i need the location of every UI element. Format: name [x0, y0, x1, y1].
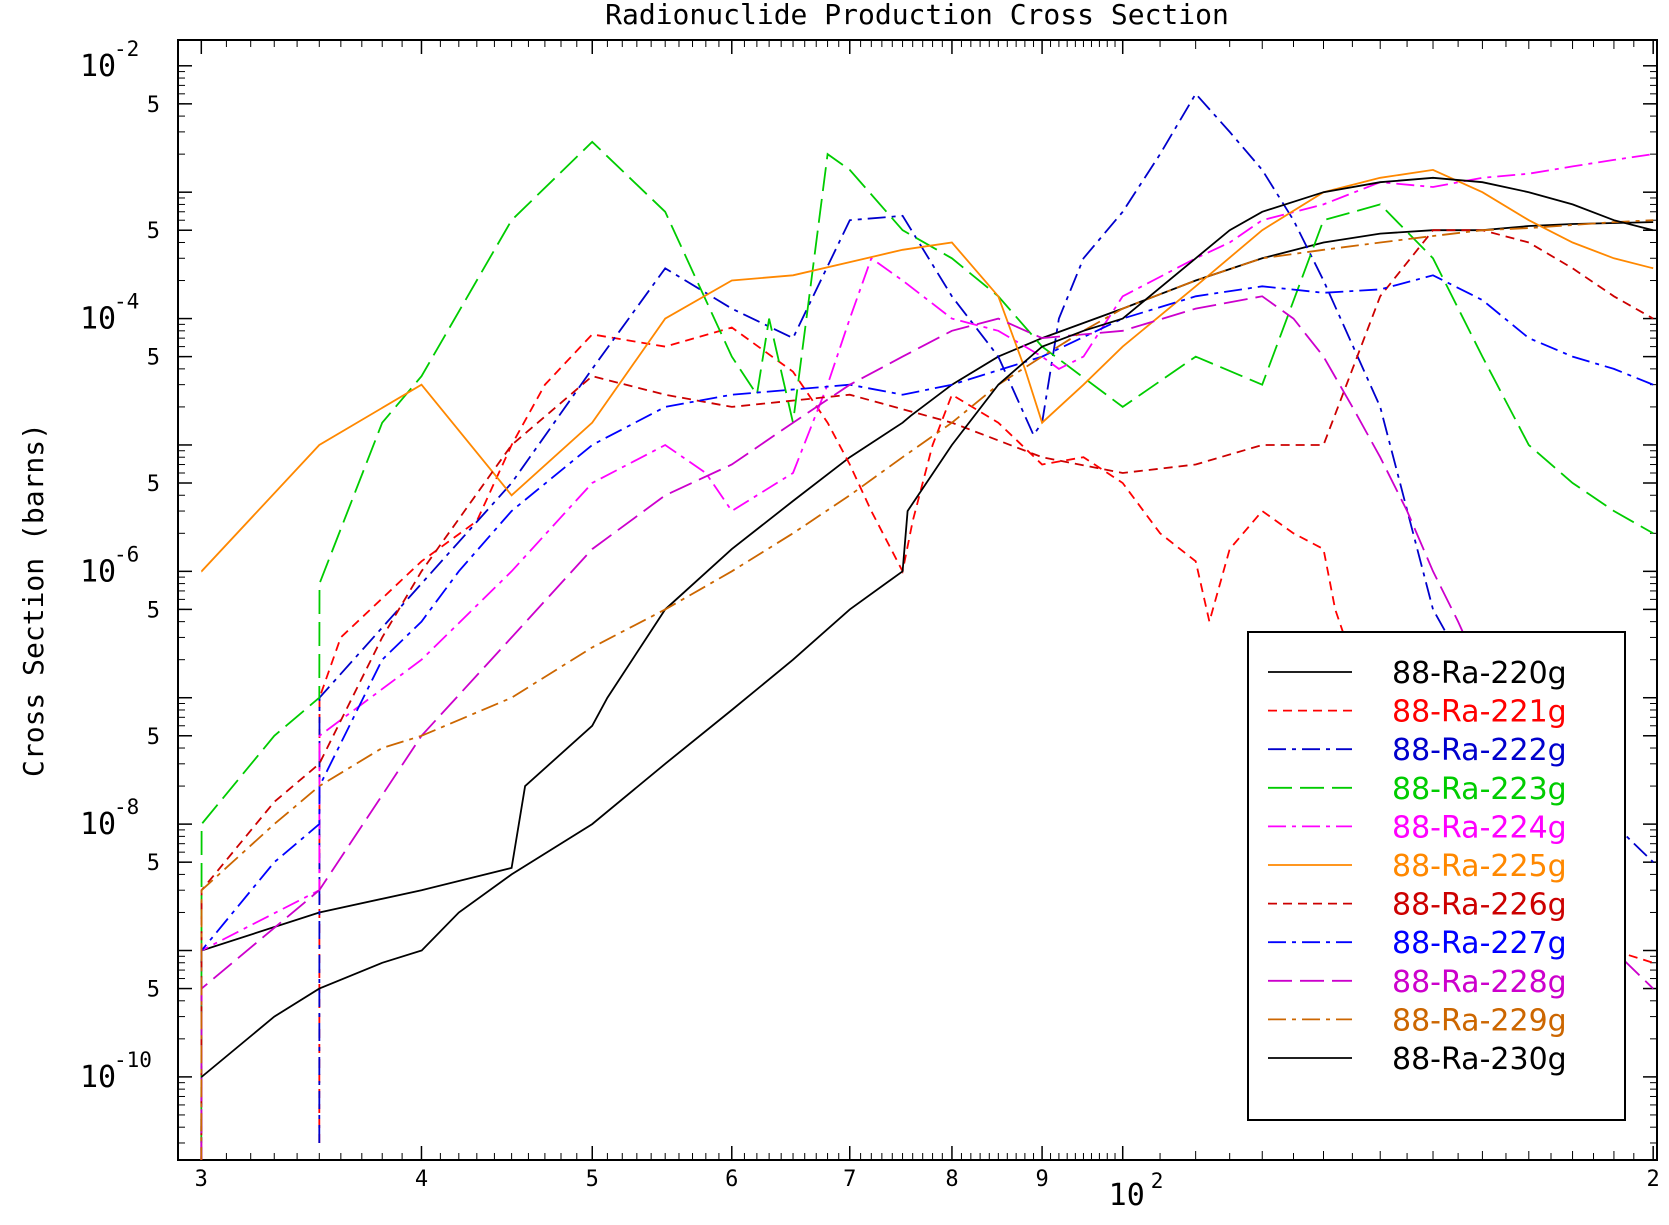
- x-tick-label: 4: [415, 1167, 428, 1192]
- series-line-88-Ra-223g: [200, 140, 1654, 1144]
- y-tick-exponent: -4: [114, 290, 139, 314]
- y-tick-label: 5: [147, 851, 160, 876]
- y-tick-label: 5: [147, 346, 160, 371]
- x-tick-label: 10: [1109, 1178, 1145, 1213]
- y-tick-label: 5: [147, 978, 160, 1003]
- y-tick-label: 5: [147, 598, 160, 623]
- legend-label: 88-Ra-227g: [1392, 926, 1567, 961]
- x-tick-label: 2: [1647, 1167, 1660, 1192]
- series-line-88-Ra-227g: [200, 274, 1654, 1160]
- x-tick-exponent: 2: [1151, 1169, 1164, 1193]
- series-line-88-Ra-229g: [200, 219, 1654, 1160]
- y-tick-label: 5: [147, 472, 160, 497]
- legend-label: 88-Ra-221g: [1392, 695, 1567, 730]
- y-tick-label: 10: [80, 49, 116, 84]
- y-tick-label: 5: [147, 219, 160, 244]
- y-tick-exponent: -10: [114, 1048, 152, 1072]
- y-tick-label: 10: [80, 1060, 116, 1095]
- legend-label: 88-Ra-223g: [1392, 772, 1567, 807]
- legend-label: 88-Ra-228g: [1392, 965, 1567, 1000]
- legend-label: 88-Ra-224g: [1392, 810, 1567, 845]
- plot-frame: [177, 39, 1658, 1161]
- x-tick-label: 6: [725, 1167, 738, 1192]
- x-tick-label: 7: [843, 1167, 856, 1192]
- y-tick-exponent: -2: [114, 37, 139, 61]
- y-axis-label: Cross Section (barns): [17, 423, 50, 777]
- x-tick-label: 5: [586, 1167, 599, 1192]
- series-line-88-Ra-220g: [200, 221, 1654, 963]
- series-line-88-Ra-230g: [201, 176, 1654, 1078]
- y-tick-label: 10: [80, 807, 116, 842]
- series-line-88-Ra-225g: [200, 168, 1654, 573]
- x-tick-label: 3: [195, 1167, 208, 1192]
- x-tick-label: 9: [1035, 1167, 1048, 1192]
- y-tick-exponent: -6: [114, 542, 139, 566]
- series-line-88-Ra-224g: [200, 153, 1654, 1160]
- y-tick-label: 5: [147, 725, 160, 750]
- series-line-88-Ra-222g: [318, 92, 1654, 1144]
- legend-label: 88-Ra-225g: [1392, 849, 1567, 884]
- y-tick-label: 5: [147, 93, 160, 118]
- chart-title: Radionuclide Production Cross Section: [605, 0, 1229, 31]
- y-tick-label: 10: [80, 302, 116, 337]
- series-lines: [200, 92, 1654, 1160]
- legend-label: 88-Ra-226g: [1392, 888, 1567, 923]
- y-tick-exponent: -8: [114, 795, 139, 819]
- legend-label: 88-Ra-229g: [1392, 1003, 1567, 1038]
- legend-label: 88-Ra-220g: [1392, 656, 1567, 691]
- legend-label: 88-Ra-222g: [1392, 733, 1567, 768]
- series-line-88-Ra-226g: [200, 229, 1654, 1160]
- y-tick-label: 10: [80, 554, 116, 589]
- x-tick-label: 8: [945, 1167, 958, 1192]
- legend-label: 88-Ra-230g: [1392, 1042, 1567, 1077]
- legend-box: [1247, 631, 1626, 1121]
